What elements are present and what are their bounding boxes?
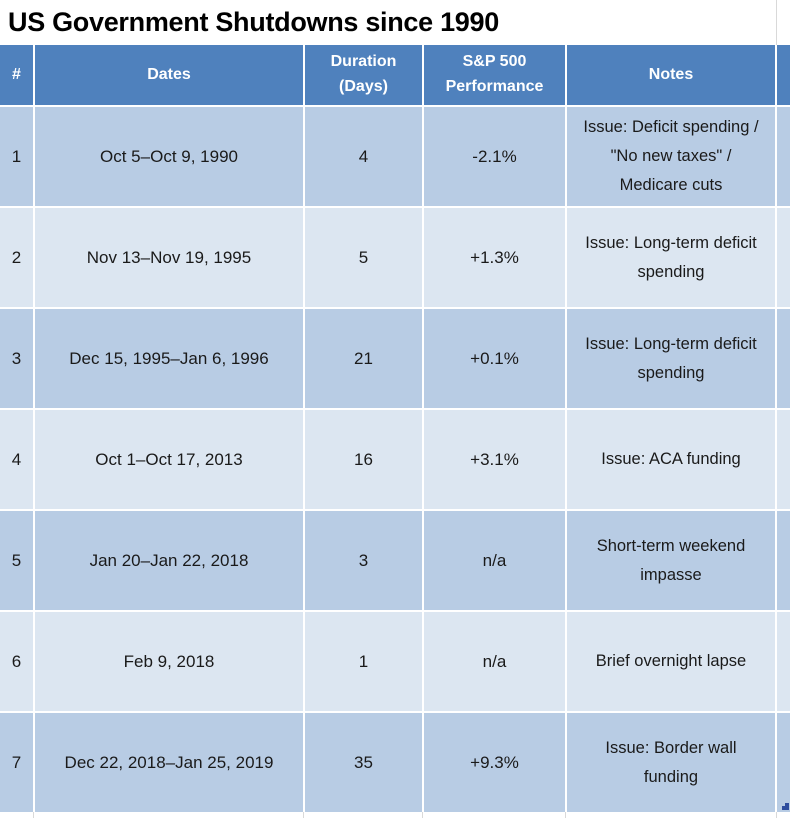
cell-row1-duration[interactable]: 4 <box>305 107 422 206</box>
cell-row2-extra[interactable] <box>777 208 790 307</box>
page-title: US Government Shutdowns since 1990 <box>8 7 499 37</box>
cell-row6-notes[interactable]: Brief overnight lapse <box>567 612 775 711</box>
cell-row1-num[interactable]: 1 <box>0 107 33 206</box>
column-header-num[interactable]: # <box>0 45 33 105</box>
cell-row4-notes[interactable]: Issue: ACA funding <box>567 410 775 509</box>
cell-row7-duration[interactable]: 35 <box>305 713 422 812</box>
cell-row3-duration[interactable]: 21 <box>305 309 422 408</box>
cell-row7-extra[interactable] <box>777 713 790 812</box>
gridline <box>33 812 34 818</box>
gridline <box>422 812 423 818</box>
cell-row5-notes[interactable]: Short-term weekend impasse <box>567 511 775 610</box>
cell-row5-sp500[interactable]: n/a <box>424 511 565 610</box>
cell-row2-notes[interactable]: Issue: Long-term deficit spending <box>567 208 775 307</box>
cell-row1-dates[interactable]: Oct 5–Oct 9, 1990 <box>35 107 303 206</box>
gridline <box>776 0 777 45</box>
cell-row5-extra[interactable] <box>777 511 790 610</box>
cell-row5-duration[interactable]: 3 <box>305 511 422 610</box>
cell-row2-duration[interactable]: 5 <box>305 208 422 307</box>
cell-row2-dates[interactable]: Nov 13–Nov 19, 1995 <box>35 208 303 307</box>
cell-row6-num[interactable]: 6 <box>0 612 33 711</box>
cell-row2-num[interactable]: 2 <box>0 208 33 307</box>
cell-row5-num[interactable]: 5 <box>0 511 33 610</box>
cell-row7-notes[interactable]: Issue: Border wall funding <box>567 713 775 812</box>
cell-row1-extra[interactable] <box>777 107 790 206</box>
cell-row1-sp500[interactable]: -2.1% <box>424 107 565 206</box>
cell-row1-notes[interactable]: Issue: Deficit spending / "No new taxes"… <box>567 107 775 206</box>
cell-row4-extra[interactable] <box>777 410 790 509</box>
cell-row7-sp500[interactable]: +9.3% <box>424 713 565 812</box>
cell-row4-sp500[interactable]: +3.1% <box>424 410 565 509</box>
gridline <box>565 812 566 818</box>
column-header-sp500[interactable]: S&P 500 Performance <box>424 45 565 105</box>
cell-row3-num[interactable]: 3 <box>0 309 33 408</box>
cell-row4-num[interactable]: 4 <box>0 410 33 509</box>
cell-row7-num[interactable]: 7 <box>0 713 33 812</box>
cell-row3-dates[interactable]: Dec 15, 1995–Jan 6, 1996 <box>35 309 303 408</box>
cell-row3-notes[interactable]: Issue: Long-term deficit spending <box>567 309 775 408</box>
column-header-duration[interactable]: Duration (Days) <box>305 45 422 105</box>
shutdowns-table: # Dates Duration (Days) S&P 500 Performa… <box>0 45 790 812</box>
column-header-extra[interactable] <box>777 45 790 105</box>
cell-row4-duration[interactable]: 16 <box>305 410 422 509</box>
gridline <box>776 812 777 818</box>
cell-row3-sp500[interactable]: +0.1% <box>424 309 565 408</box>
cell-row6-extra[interactable] <box>777 612 790 711</box>
cell-row5-dates[interactable]: Jan 20–Jan 22, 2018 <box>35 511 303 610</box>
cell-row6-sp500[interactable]: n/a <box>424 612 565 711</box>
cell-row7-dates[interactable]: Dec 22, 2018–Jan 25, 2019 <box>35 713 303 812</box>
cell-row2-sp500[interactable]: +1.3% <box>424 208 565 307</box>
cell-row3-extra[interactable] <box>777 309 790 408</box>
cell-row6-dates[interactable]: Feb 9, 2018 <box>35 612 303 711</box>
cell-row4-dates[interactable]: Oct 1–Oct 17, 2013 <box>35 410 303 509</box>
gridline <box>303 812 304 818</box>
column-header-dates[interactable]: Dates <box>35 45 303 105</box>
cell-row6-duration[interactable]: 1 <box>305 612 422 711</box>
fill-handle-icon[interactable] <box>782 803 789 810</box>
column-header-notes[interactable]: Notes <box>567 45 775 105</box>
